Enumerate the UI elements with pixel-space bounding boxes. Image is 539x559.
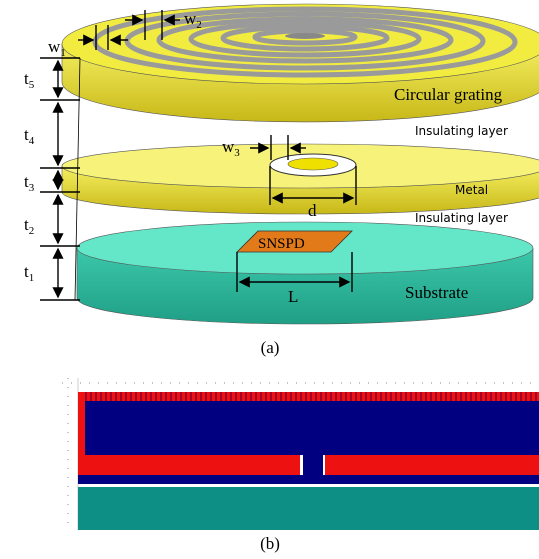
label-t1: t1 xyxy=(24,262,34,284)
label-d: d xyxy=(308,201,317,220)
label-t4: t4 xyxy=(24,125,35,147)
layer-metal: Metal xyxy=(455,183,488,197)
caption-a: (a) xyxy=(261,338,280,357)
label-t2: t2 xyxy=(24,215,34,237)
substrate-disk xyxy=(77,222,533,324)
figure: w1 w2 w3 t5 t4 t3 t2 t1 d L SNSPD Circul… xyxy=(0,0,539,559)
simulation-layout xyxy=(62,378,539,530)
metal-disk xyxy=(62,144,539,214)
layer-insulating-top: Insulating layer xyxy=(415,124,508,138)
label-w3: w3 xyxy=(222,137,240,159)
label-snspd: SNSPD xyxy=(258,236,305,252)
page: w1 w2 w3 t5 t4 t3 t2 t1 d L SNSPD Circul… xyxy=(0,0,539,559)
layer-substrate: Substrate xyxy=(405,283,468,302)
caption-b: (b) xyxy=(260,534,280,553)
layer-insulating-bottom: Insulating layer xyxy=(415,211,508,225)
grating-disk xyxy=(62,4,539,122)
layer-grating: Circular grating xyxy=(394,85,503,104)
label-L: L xyxy=(288,287,298,306)
label-t3: t3 xyxy=(24,172,35,194)
label-t5: t5 xyxy=(24,69,35,91)
